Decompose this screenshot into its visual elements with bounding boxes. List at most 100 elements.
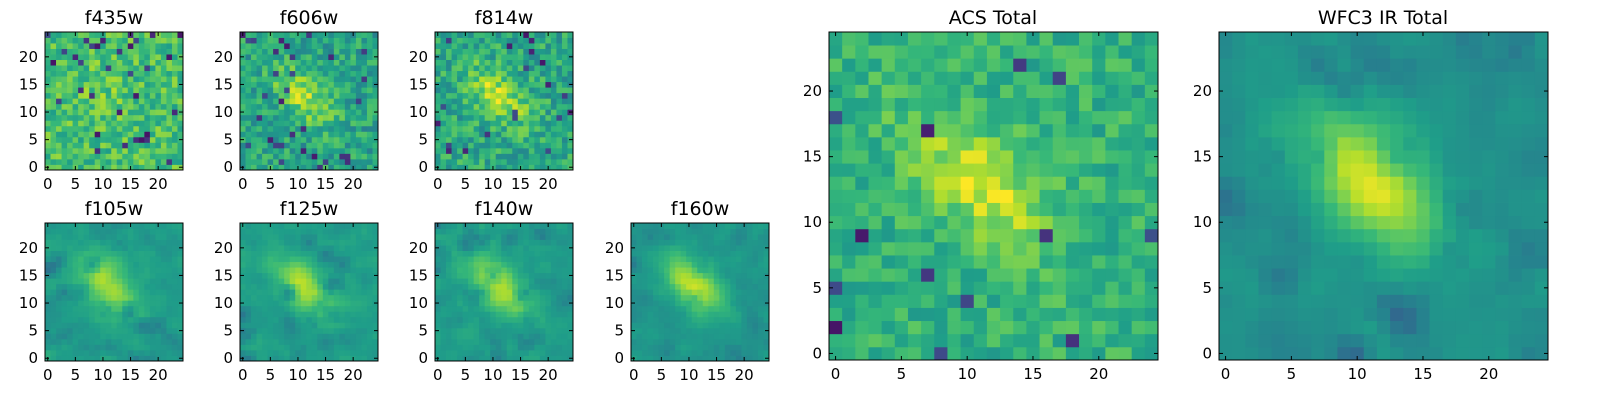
heatmap-cell [333,158,340,165]
heatmap-cell [528,349,535,356]
heatmap-cell [361,120,368,127]
heatmap-cell [333,103,340,110]
heatmap-cell [245,349,252,356]
heatmap-cell [724,327,731,334]
heatmap-cell [708,344,715,351]
heatmap-cell [138,239,145,246]
heatmap-cell [350,267,357,274]
heatmap-cell [116,164,123,171]
heatmap-cell [149,261,156,268]
heatmap-cell [144,272,151,279]
heatmap-cell [1092,268,1106,282]
heatmap-cell [561,76,568,83]
heatmap-cell [680,267,687,274]
heatmap-cell [45,76,51,83]
heatmap-cell [1013,333,1027,348]
heatmap-cell [328,256,335,263]
heatmap-cell [240,70,246,77]
x-tick-label: 20 [344,175,363,193]
heatmap-cell [446,164,452,171]
heatmap-cell [512,267,519,274]
heatmap-cell [501,43,508,49]
heatmap-cell [658,239,665,246]
heatmap-cell [160,228,167,235]
heatmap-cell [451,300,458,307]
heatmap-cell [658,294,665,301]
heatmap-cell [451,70,458,77]
heatmap-cell [506,333,513,340]
heatmap-cell [245,32,252,38]
heatmap-cell [322,103,329,110]
heatmap-cell [111,70,118,77]
heatmap-cell [94,355,101,362]
heatmap-cell [138,109,145,116]
heatmap-cell [144,70,151,77]
heatmap-cell [267,228,274,235]
heatmap-cell [289,355,296,362]
heatmap-cell [160,48,167,55]
heatmap-cell [72,54,79,60]
heatmap-cell [757,283,764,290]
heatmap-cell [440,98,447,105]
heatmap-cell [105,245,112,251]
heatmap-cell [484,147,491,154]
heatmap-cell [45,261,51,268]
heatmap-cell [322,158,329,165]
heatmap-cell [501,223,508,229]
heatmap-cell [122,223,129,229]
heatmap-cell [311,355,318,362]
heatmap-cell [495,158,502,165]
heatmap-cell [350,250,357,257]
heatmap-cell [61,300,68,307]
heatmap-cell [451,142,458,149]
heatmap-cell [322,250,329,257]
heatmap-cell [730,349,737,356]
heatmap-cell [366,278,373,285]
heatmap-cell [1039,202,1054,217]
heatmap-cell [328,65,335,72]
heatmap-cell [741,283,748,290]
heatmap-cell [550,289,557,296]
heatmap-cell [550,120,557,127]
heatmap-cell [160,81,167,88]
heatmap-cell [479,245,486,251]
heatmap-cell [245,43,252,49]
heatmap-cell [545,316,552,323]
heatmap-cell [344,223,351,229]
heatmap-cell [484,355,491,362]
heatmap-cell [697,311,704,318]
heatmap-cell [160,142,167,149]
heatmap-cell [127,76,134,83]
heatmap-cell [300,164,307,171]
heatmap-cell [545,120,552,127]
heatmap-cell [752,289,759,296]
heatmap-cell [328,164,335,171]
heatmap-cell [251,316,257,323]
heatmap-cell [144,223,151,229]
heatmap-cell [446,245,452,251]
heatmap-cell [457,120,463,127]
heatmap-cell [697,349,704,356]
heatmap-cell [284,250,291,257]
heatmap-cell [829,189,843,203]
heatmap-cell [105,136,112,143]
heatmap-cell [490,316,497,323]
heatmap-cell [83,311,90,318]
heatmap-cell [311,283,318,290]
heatmap-cell [372,125,379,132]
heatmap-cell [256,109,263,116]
heatmap-cell [653,250,659,257]
heatmap-cell [451,76,458,83]
heatmap-cell [484,250,491,257]
heatmap-cell [144,59,151,66]
heatmap-cell [289,131,296,138]
heatmap-cell [149,267,156,274]
x-tick-label: 15 [316,175,335,193]
heatmap-cell [372,92,379,99]
heatmap-cell [295,316,302,323]
heatmap-cell [155,136,162,143]
heatmap-cell [1092,241,1106,256]
heatmap-cell [528,333,535,340]
heatmap-cell [284,164,291,171]
heatmap-cell [262,81,268,88]
